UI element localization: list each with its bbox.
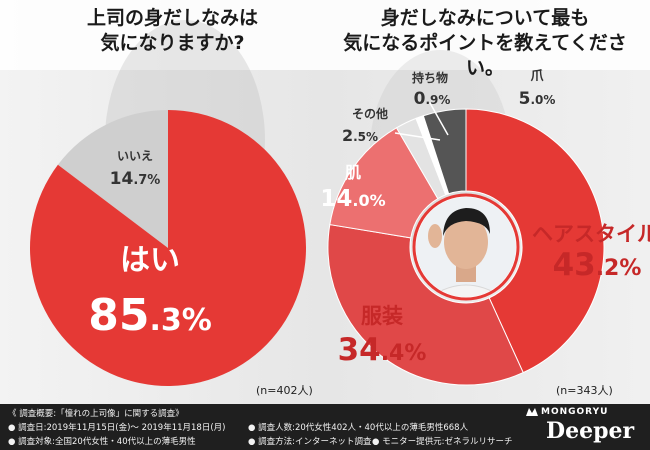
brand-name-small: MONGORYU [541, 407, 609, 417]
value-no: 14.7% [110, 169, 161, 189]
leader-line-other [394, 132, 441, 141]
label-hairstyle: ヘアスタイル [532, 222, 650, 246]
footer-survey-target: ● 調査対象:全国20代女性・40代以上の薄毛男性 [8, 437, 196, 447]
pie-slice-no [57, 110, 168, 248]
footer-survey-summary: 《 調査概要:「憧れの上司像」に関する調査》 ● 調査日:2019年11月15日… [0, 404, 650, 450]
label-belongings: 持ち物 [412, 70, 448, 85]
avatar [412, 193, 520, 301]
donut-slice-hair [465, 108, 605, 374]
label-yes: はい [120, 243, 180, 278]
right-pie-chart [327, 108, 605, 386]
label-no: いいえ [117, 149, 153, 163]
label-other: その他 [352, 106, 388, 121]
value-belongings: 0.9% [414, 89, 451, 109]
value-hairstyle: 43.2% [553, 247, 642, 283]
right-chart-title: 身だしなみについて最も 気になるポイントを教えてください。 [343, 7, 627, 79]
footer-survey-count: ● 調査人数:20代女性402人・40代以上の薄毛男性668人 [248, 423, 469, 433]
pie-slice-yes [29, 110, 307, 386]
label-clothes: 服装 [361, 304, 403, 328]
left-pie-chart [29, 110, 307, 386]
left-chart-title: 上司の身だしなみは 気になりますか? [86, 7, 258, 54]
label-nails: 爪 [530, 69, 544, 84]
brand-logo-icon [526, 408, 538, 416]
left-sample-size: (n=402人) [256, 384, 313, 397]
footer-monitor-provider: ● モニター提供元:ゼネラルリサーチ [372, 437, 513, 447]
value-nails: 5.0% [519, 89, 556, 109]
brand-logo-text: Deeper [546, 418, 635, 444]
value-yes: 85.3% [88, 290, 212, 341]
leader-line-belongings [429, 102, 449, 136]
donut-slice-skin [329, 127, 439, 239]
value-clothes: 34.4% [338, 332, 427, 368]
label-skin: 肌 [345, 163, 361, 182]
donut-slice-clothes [327, 223, 524, 386]
right-sample-size: (n=343人) [556, 384, 613, 397]
value-other: 2.5% [342, 126, 378, 145]
footer-heading: 《 調査概要:「憧れの上司像」に関する調査》 [8, 409, 184, 419]
left-chart-labels: いいえ 14.7% はい 85.3% [88, 149, 212, 341]
footer-survey-method: ● 調査方法:インターネット調査 [248, 437, 372, 447]
footer-survey-date: ● 調査日:2019年11月15日(金)〜 2019年11月18日(月) [8, 423, 226, 433]
value-skin: 14.0% [320, 186, 385, 212]
